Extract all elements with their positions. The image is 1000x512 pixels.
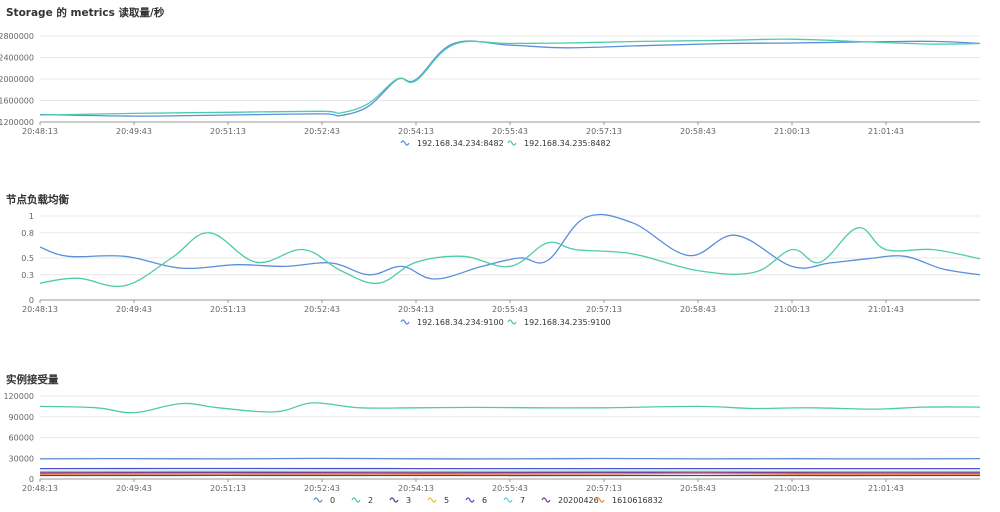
y-tick-label: 60000 [9, 434, 34, 443]
chart-title: 节点负载均衡 [6, 194, 69, 206]
chart-title: Storage 的 metrics 读取量/秒 [6, 7, 165, 19]
legend-label: 1610616832 [612, 496, 663, 505]
x-tick-label: 20:48:13 [22, 305, 58, 314]
legend-swatch-icon [507, 319, 517, 325]
y-tick-label: 2400000 [0, 54, 34, 63]
y-tick-label: 0 [29, 296, 34, 305]
x-tick-label: 20:55:43 [492, 305, 528, 314]
legend-label: 5 [444, 496, 449, 505]
x-tick-label: 20:57:13 [586, 127, 622, 136]
x-tick-label: 21:00:13 [774, 305, 810, 314]
y-tick-label: 2000000 [0, 75, 34, 84]
series-line-1 [39, 40, 981, 117]
x-tick-label: 21:01:43 [868, 127, 904, 136]
legend-label: 0 [330, 496, 335, 505]
x-tick-label: 20:54:13 [398, 305, 434, 314]
chart-storage-reads: 2800000 2400000 2000000 1600000 120000020:48… [0, 32, 981, 148]
chart-node-load: 1 0.8 0.5 0.3 020:48:13 20:49:43 20:51:13 20:52… [21, 212, 981, 327]
x-tick-label: 20:48:13 [22, 484, 58, 493]
x-tick-label: 20:48:13 [22, 127, 58, 136]
x-tick-label: 20:49:43 [116, 305, 152, 314]
x-tick-label: 21:01:43 [868, 305, 904, 314]
legend-swatch-icon [503, 497, 513, 503]
y-tick-label: 0 [29, 475, 34, 484]
x-tick-label: 20:55:43 [492, 127, 528, 136]
legend-swatch-icon [541, 497, 551, 503]
y-tick-label: 90000 [9, 413, 34, 422]
x-tick-label: 20:58:43 [680, 127, 716, 136]
legend-swatch-icon [400, 140, 410, 146]
x-tick-label: 20:52:43 [304, 484, 340, 493]
legend-swatch-icon [313, 497, 323, 503]
series-line-1 [39, 213, 981, 280]
x-tick-label: 20:58:43 [680, 484, 716, 493]
y-tick-label: 2800000 [0, 32, 34, 41]
x-tick-label: 20:49:43 [116, 127, 152, 136]
legend-swatch-icon [389, 497, 399, 503]
y-tick-label: 0.8 [21, 229, 34, 238]
x-tick-label: 20:49:43 [116, 484, 152, 493]
legend-label: 7 [520, 496, 525, 505]
legend-swatch-icon [595, 497, 605, 503]
legend-label: 192.168.34.234:8482 [417, 139, 504, 148]
legend-swatch-icon [427, 497, 437, 503]
legend-label: 20200426 [558, 496, 599, 505]
series-line-8 [39, 472, 981, 475]
legend-label: 192.168.34.235:8482 [524, 139, 611, 148]
y-tick-label: 1600000 [0, 97, 34, 106]
legend-swatch-icon [351, 497, 361, 503]
x-tick-label: 20:51:13 [210, 127, 246, 136]
legend-swatch-icon [465, 497, 475, 503]
y-tick-label: 1 [29, 212, 34, 221]
y-tick-label: 0.3 [21, 271, 34, 280]
y-tick-label: 30000 [9, 454, 34, 463]
x-tick-label: 20:52:43 [304, 127, 340, 136]
series-line-1 [39, 457, 981, 460]
legend-label: 192.168.34.234:9100 [417, 318, 504, 327]
x-tick-label: 20:55:43 [492, 484, 528, 493]
x-tick-label: 20:54:13 [398, 127, 434, 136]
x-tick-label: 20:57:13 [586, 305, 622, 314]
y-tick-label: 0.5 [21, 254, 34, 263]
x-tick-label: 21:00:13 [774, 127, 810, 136]
legend-swatch-icon [507, 140, 517, 146]
series-line-2 [39, 402, 981, 414]
legend-label: 6 [482, 496, 487, 505]
legend-label: 3 [406, 496, 411, 505]
chart-title: 实例接受量 [6, 374, 59, 386]
x-tick-label: 21:01:43 [868, 484, 904, 493]
y-tick-label: 120000 [3, 392, 34, 401]
legend-swatch-icon [400, 319, 410, 325]
series-line-2 [39, 227, 981, 288]
legend-label: 192.168.34.235:9100 [524, 318, 611, 327]
series-line-2 [39, 38, 981, 116]
legend-label: 2 [368, 496, 373, 505]
y-tick-label: 1200000 [0, 118, 34, 127]
x-tick-label: 21:00:13 [774, 484, 810, 493]
x-tick-label: 20:57:13 [586, 484, 622, 493]
x-tick-label: 20:58:43 [680, 305, 716, 314]
x-tick-label: 20:51:13 [210, 305, 246, 314]
x-tick-label: 20:51:13 [210, 484, 246, 493]
x-tick-label: 20:52:43 [304, 305, 340, 314]
x-tick-label: 20:54:13 [398, 484, 434, 493]
